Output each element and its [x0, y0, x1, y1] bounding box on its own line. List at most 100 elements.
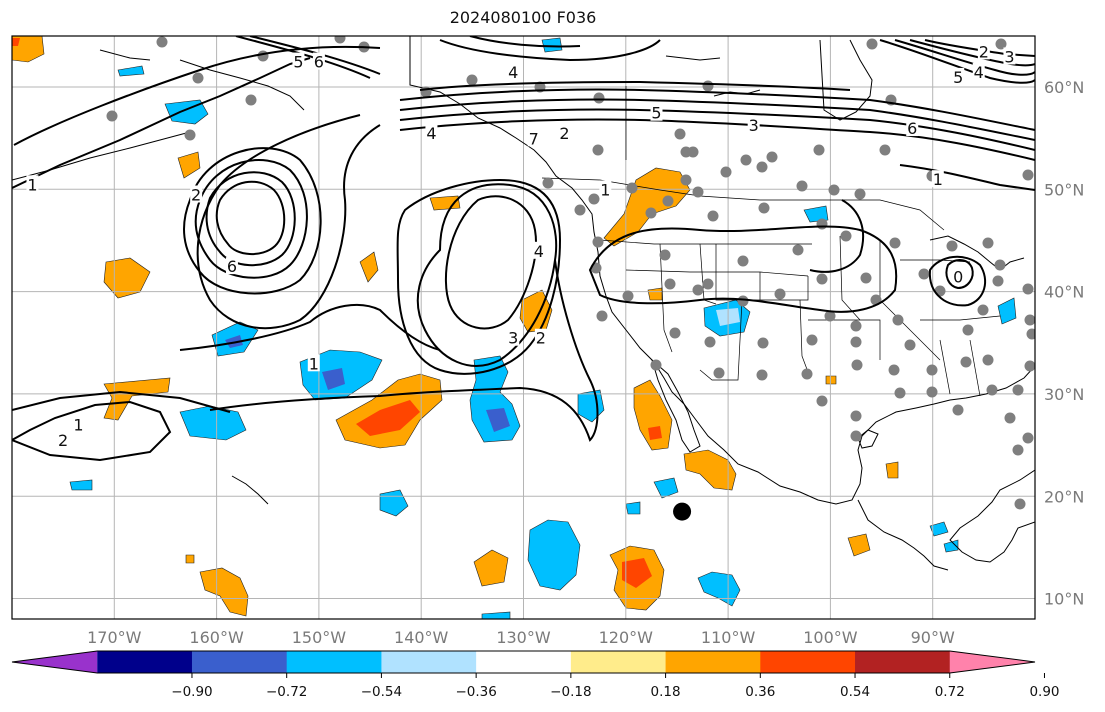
lon-label: 130°W — [496, 628, 551, 647]
colorbar-labels: −0.90 −0.72 −0.54 −0.36 −0.18 0.18 0.36 0.54 0.7… — [171, 673, 1060, 700]
contour-label-bg — [650, 103, 663, 121]
contour-label: 2 — [58, 431, 68, 450]
contour-label-bg — [57, 431, 70, 449]
contour-label: 2 — [979, 42, 989, 61]
lon-label: 150°W — [292, 628, 347, 647]
contour-label: 2 — [191, 186, 201, 205]
colorbar-tick-label: 0.90 — [1029, 684, 1059, 700]
longitude-labels: 170°W 160°W 150°W 140°W 130°W 120°W 110°W 100°W… — [87, 628, 955, 647]
contour-label-bg — [534, 328, 547, 346]
colorbar-segment — [286, 651, 382, 673]
lat-label: 30°N — [1044, 385, 1084, 404]
contour-label: 4 — [974, 63, 984, 82]
contour-label-bg — [72, 415, 85, 433]
latitude-labels: 10°N 20°N 30°N 40°N 50°N 60°N — [1044, 78, 1084, 608]
colorbar-tick-label: −0.36 — [455, 684, 496, 700]
colorbar-tick-label: 0.72 — [935, 684, 965, 700]
map-frame — [11, 35, 1036, 620]
colorbar-segment — [191, 651, 288, 673]
contour-label: 2 — [536, 329, 546, 348]
colorbar-tick-label: −0.72 — [266, 684, 307, 700]
lon-label: 140°W — [394, 628, 449, 647]
contour-label-bg — [190, 185, 203, 203]
state-borders — [409, 36, 1001, 397]
colorbar-outline — [11, 650, 1036, 674]
colorbar-tick-label: −0.90 — [171, 684, 212, 700]
map-title: 2024080100 F036 — [449, 8, 597, 27]
lat-label: 40°N — [1044, 283, 1084, 302]
contour-label-bg — [977, 42, 990, 60]
lat-label: 20°N — [1044, 487, 1084, 506]
colorbar-tick-label: 0.54 — [840, 684, 870, 700]
lon-label: 170°W — [87, 628, 142, 647]
height-contours — [12, 36, 1035, 462]
contour-label: 4 — [426, 124, 436, 143]
colorbar-segment — [381, 651, 477, 673]
contour-label: 6 — [907, 119, 917, 138]
contour-label: 4 — [534, 242, 544, 261]
colorbar-segment — [855, 651, 951, 673]
lat-label: 50°N — [1044, 180, 1084, 199]
contour-label: 1 — [73, 416, 83, 435]
contour-label: 3 — [1004, 47, 1014, 66]
lat-label: 60°N — [1044, 78, 1084, 97]
contour-label-bg — [599, 180, 612, 198]
contour-label: 1 — [309, 354, 319, 373]
lon-label: 90°W — [911, 628, 955, 647]
colorbar-segment — [665, 651, 761, 673]
contour-label: 0 — [953, 267, 963, 286]
colorbar-segment — [760, 651, 856, 673]
contour-label: 5 — [651, 104, 661, 123]
colorbar-segment — [476, 651, 572, 673]
map-gridlines — [12, 36, 1035, 619]
contour-label-bg — [972, 62, 985, 80]
contour-label: 6 — [314, 53, 324, 72]
contour-label-bg — [507, 62, 520, 80]
contour-label-bg — [931, 170, 944, 188]
lat-label: 10°N — [1044, 590, 1084, 609]
contour-label: 1 — [600, 180, 610, 199]
colorbar-tick-label: 0.18 — [651, 684, 681, 700]
colorbar-tick-label: −0.54 — [361, 684, 402, 700]
contour-label-bg — [225, 257, 238, 275]
contour-label-bg — [952, 267, 965, 285]
contour-label-bg — [312, 52, 325, 70]
lon-label: 120°W — [599, 628, 654, 647]
contour-label-bg — [747, 115, 760, 133]
contour-label-bg — [527, 129, 540, 147]
contour-label-bg — [952, 67, 965, 85]
colorbar-segment — [97, 651, 193, 673]
contour-label-bg — [507, 328, 520, 346]
colorbar-tick-label: −0.18 — [550, 684, 591, 700]
contour-label: 1 — [933, 170, 943, 189]
contour-label-bg — [292, 52, 305, 70]
contour-label: 3 — [508, 329, 518, 348]
contour-label: 1 — [27, 175, 37, 194]
contour-label-bg — [1003, 47, 1016, 65]
contour-label-bg — [532, 241, 545, 259]
contour-label-bg — [425, 124, 438, 142]
contour-label-bg — [307, 354, 320, 372]
contour-label: 2 — [559, 124, 569, 143]
contour-label-bg — [906, 119, 919, 137]
lon-label: 100°W — [803, 628, 858, 647]
colorbar-segment — [570, 651, 667, 673]
contour-label: 6 — [227, 257, 237, 276]
contour-label: 5 — [293, 53, 303, 72]
negative-anomaly-shading — [69, 37, 1017, 619]
contour-label: 7 — [529, 129, 539, 148]
colorbar-extend-high — [949, 651, 1035, 673]
contour-label-bg — [558, 124, 571, 142]
colorbar-tick-label: 0.36 — [745, 684, 775, 700]
lon-label: 160°W — [189, 628, 244, 647]
contour-label: 3 — [749, 116, 759, 135]
colorbar-extend-low — [12, 651, 98, 673]
colorbar — [11, 650, 1036, 674]
coastlines — [12, 36, 1035, 571]
contour-label: 4 — [508, 63, 518, 82]
contour-label: 5 — [953, 68, 963, 87]
location-marker — [673, 502, 692, 521]
